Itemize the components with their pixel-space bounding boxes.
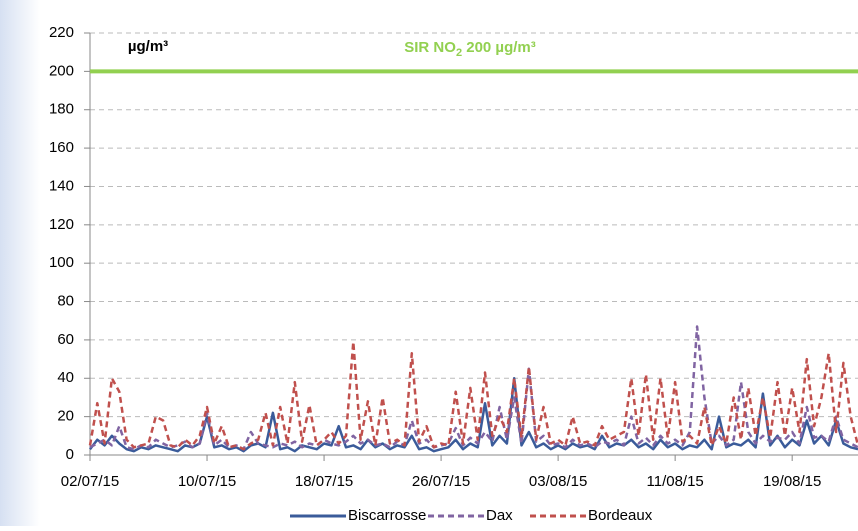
y-tick-label: 0	[66, 446, 74, 463]
legend-label: Bordeaux	[588, 507, 653, 524]
y-tick-label: 200	[49, 62, 74, 79]
x-tick-label: 03/08/15	[529, 473, 587, 490]
y-tick-label: 120	[49, 216, 74, 233]
background	[0, 0, 40, 526]
y-tick-label: 60	[57, 331, 74, 348]
y-tick-label: 180	[49, 101, 74, 118]
x-tick-label: 26/07/15	[412, 473, 470, 490]
x-tick-label: 02/07/15	[61, 473, 119, 490]
threshold-label: SIR NO2 200 µg/m³	[404, 39, 535, 59]
x-tick-label: 19/08/15	[763, 473, 821, 490]
y-tick-label: 80	[57, 293, 74, 310]
x-tick-label: 18/07/15	[295, 473, 353, 490]
series-line	[89, 377, 858, 453]
threshold-label-main: SIR NO	[404, 39, 456, 56]
threshold-label-rest: 200 µg/m³	[462, 39, 536, 56]
y-tick-label: 160	[49, 139, 74, 156]
series-line	[88, 340, 858, 451]
x-tick-label: 10/07/15	[178, 473, 236, 490]
y-tick-label: 220	[49, 24, 74, 41]
x-tick-label: 11/08/15	[647, 473, 704, 490]
y-tick-label: 140	[49, 177, 74, 194]
y-tick-label: 40	[57, 369, 74, 386]
unit-label: µg/m³	[128, 38, 168, 55]
threshold-label-sub: 2	[456, 47, 462, 59]
y-tick-label: 20	[57, 408, 74, 425]
series-line	[89, 325, 858, 451]
legend-label: Dax	[486, 507, 513, 524]
legend-label: Biscarrosse	[348, 507, 426, 524]
y-tick-label: 100	[49, 254, 74, 271]
